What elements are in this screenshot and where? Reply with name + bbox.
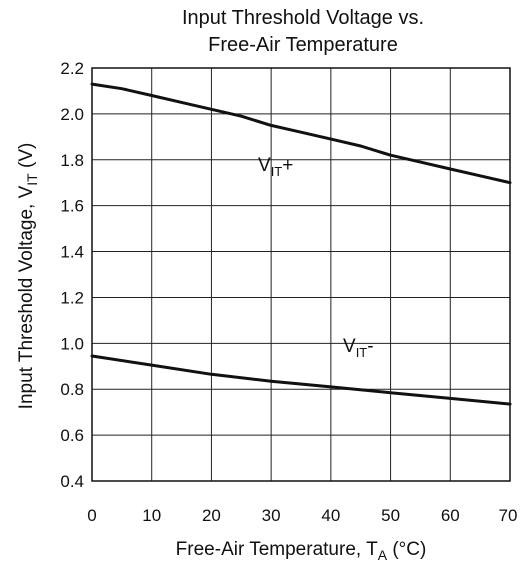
y-tick-label: 1.4 [60, 243, 84, 262]
y-tick-label: 1.6 [60, 197, 84, 216]
plot-frame [91, 67, 511, 482]
y-tick-label: 0.4 [60, 472, 84, 491]
x-tick-label: 20 [202, 506, 221, 525]
y-tick-label: 1.8 [60, 151, 84, 170]
x-axis-label: Free-Air Temperature, TA (°C) [176, 539, 427, 563]
tick-labels: 0 10 20 30 40 50 60 70 0.4 0.6 0.8 1.0 1.2 1.4 1.6 1.8 2… [60, 59, 517, 525]
x-tick-label: 60 [441, 506, 460, 525]
y-tick-label: 0.6 [60, 426, 84, 445]
y-tick-label: 2.2 [60, 59, 84, 78]
y-tick-label: 2.0 [60, 105, 84, 124]
x-tick-label: 50 [381, 506, 400, 525]
series-label-vit-plus: VIT+ [258, 155, 293, 179]
series-lines [90, 82, 512, 406]
x-tick-label: 40 [321, 506, 340, 525]
series-line-vit-minus [90, 354, 512, 406]
x-tick-label: 10 [142, 506, 161, 525]
y-axis-label: Input Threshold Voltage, VIT (V) [16, 143, 40, 410]
y-tick-label: 1.0 [60, 334, 84, 353]
chart-title-line-2: Free-Air Temperature [208, 34, 398, 56]
x-tick-label: 0 [87, 506, 96, 525]
y-tick-label: 0.8 [60, 380, 84, 399]
series-label-vit-minus: VIT- [343, 336, 374, 360]
series-line-vit-plus [90, 82, 512, 185]
chart-title-line-1: Input Threshold Voltage vs. [182, 7, 424, 29]
x-tick-label: 70 [499, 506, 518, 525]
grid [91, 67, 511, 482]
y-tick-label: 1.2 [60, 288, 84, 307]
x-tick-label: 30 [262, 506, 281, 525]
